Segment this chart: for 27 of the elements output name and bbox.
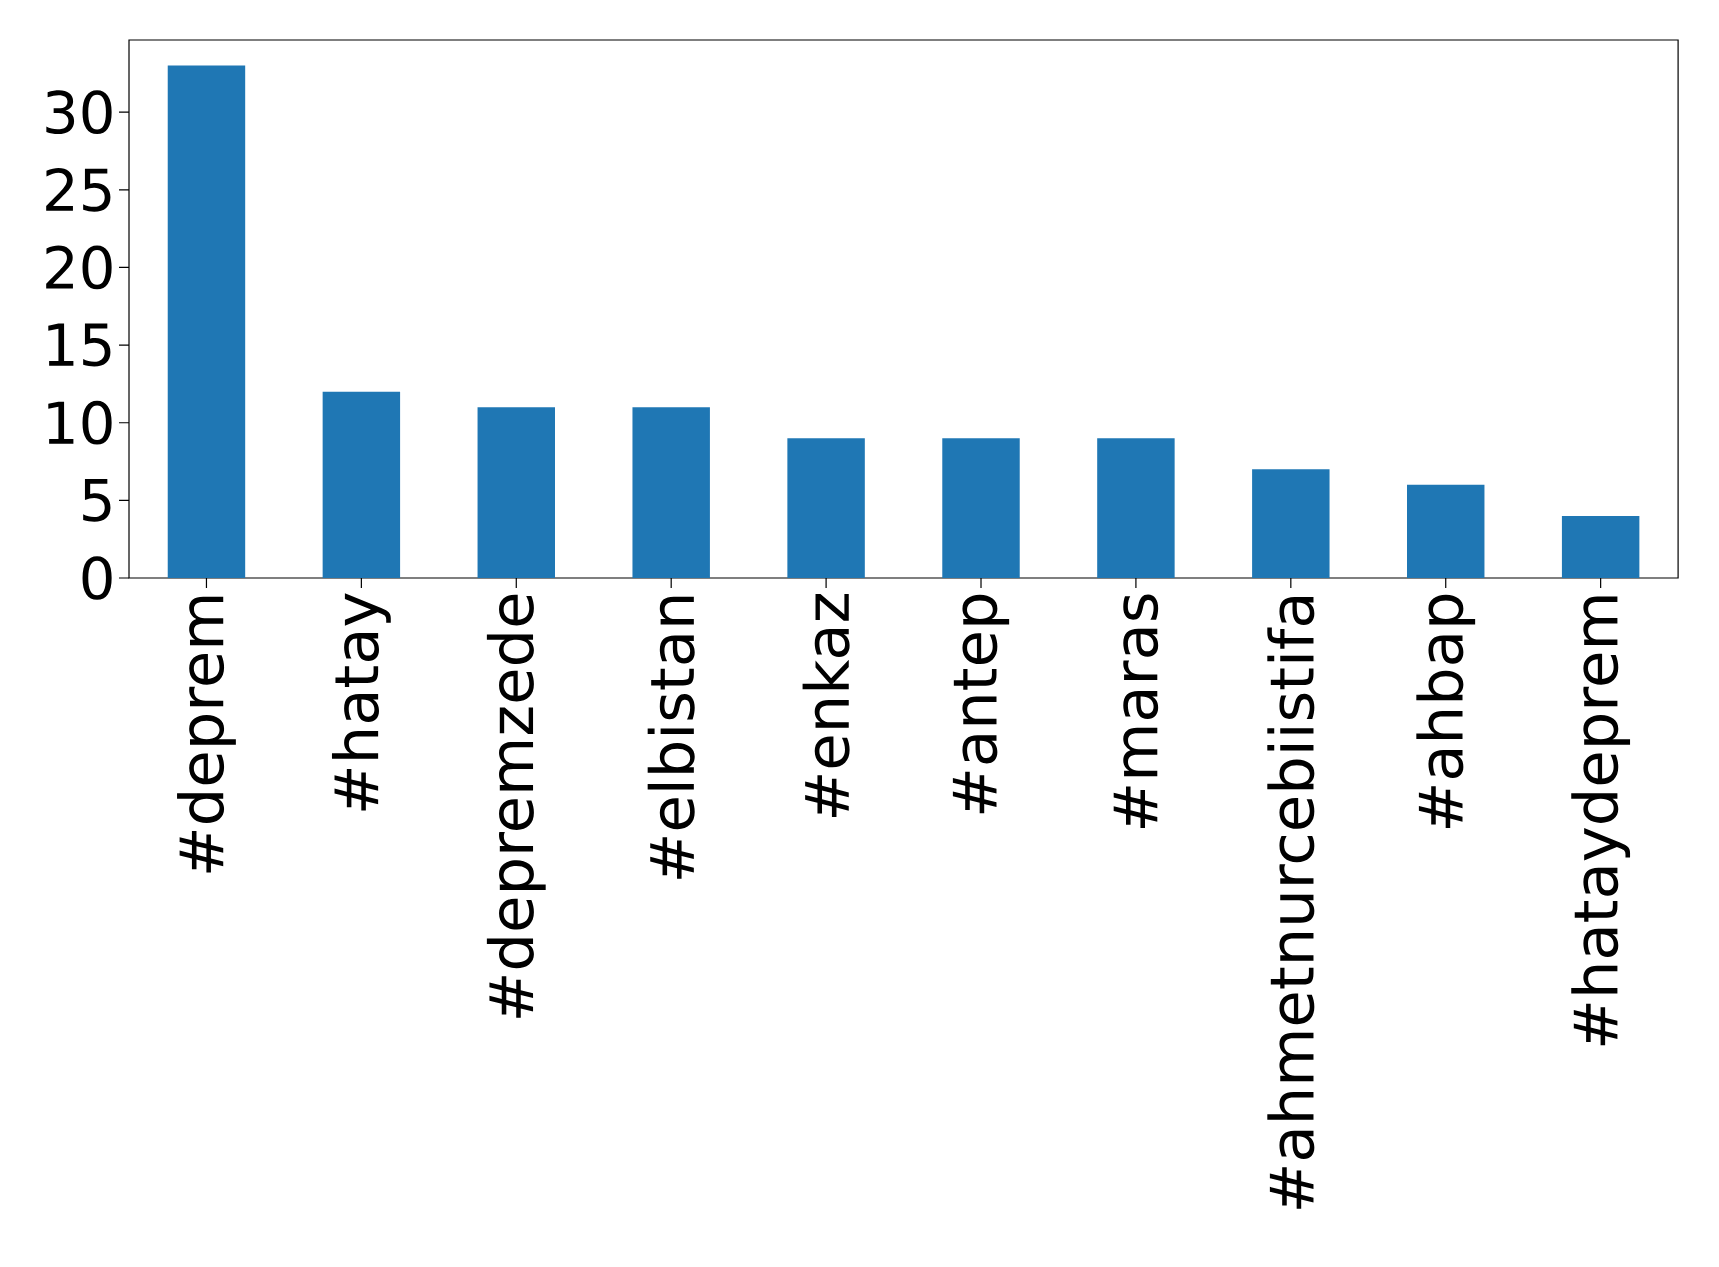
x-tick-label: #depremzede <box>486 594 546 1018</box>
bar <box>1252 469 1330 578</box>
y-tick-label: 10 <box>48 400 112 445</box>
bar <box>1097 438 1175 578</box>
x-tick-label: #deprem <box>177 596 236 873</box>
bar <box>167 65 246 578</box>
bar <box>1561 515 1640 578</box>
bar <box>322 391 401 578</box>
bar <box>1407 484 1485 578</box>
y-tick-label: 0 <box>82 556 112 600</box>
y-tick-label: 25 <box>46 167 111 212</box>
y-tick-label: 30 <box>46 90 112 135</box>
y-tick-label: 15 <box>48 323 111 367</box>
x-tick-label: #ahbap <box>1416 594 1476 828</box>
bar <box>942 438 1020 578</box>
x-tick-label: #antep <box>952 594 1010 814</box>
x-tick-label: #ahmetnurcebiistifa <box>1267 596 1315 1209</box>
x-tick-label: #enkaz <box>802 594 850 817</box>
x-tick-label: #elbistan <box>647 596 695 879</box>
bar <box>632 407 710 578</box>
bar <box>787 438 865 578</box>
x-tick-label: #maras <box>1113 594 1159 829</box>
y-tick-label: 20 <box>46 245 112 290</box>
y-tick-label: 5 <box>83 478 111 522</box>
x-tick-label: #hataydeprem <box>1571 596 1631 1046</box>
bar <box>477 407 555 578</box>
x-tick-label: #hatay <box>331 593 391 811</box>
